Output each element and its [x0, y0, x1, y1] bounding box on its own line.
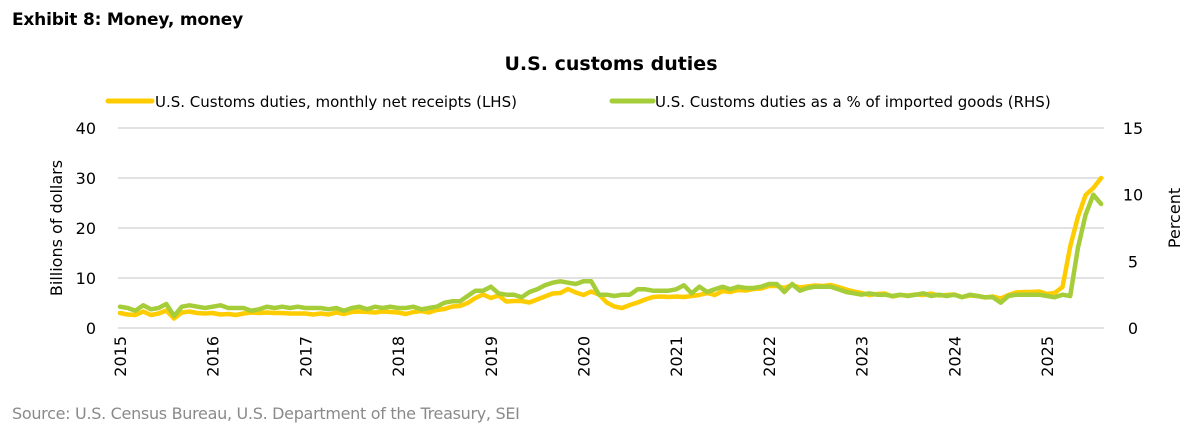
series-line-percent: [117, 192, 1104, 319]
legend-item-percent: U.S. Customs duties as a % of imported g…: [609, 93, 1051, 111]
chart-title: U.S. customs duties: [504, 53, 717, 75]
left-tick-label: 40: [76, 119, 96, 138]
left-tick-label: 20: [76, 219, 96, 238]
legend-label-receipts: U.S. Customs duties, monthly net receipt…: [155, 93, 517, 111]
x-axis-ticks: 2015 2016 2017 2018 2019 2020 2021 2022 2023 2024…: [111, 336, 1057, 377]
left-axis-title: Billions of dollars: [47, 160, 66, 296]
x-tick-label: 2016: [204, 336, 223, 377]
exhibit-title: Exhibit 8: Money, money: [12, 10, 243, 30]
left-tick-label: 10: [76, 269, 96, 288]
x-tick-label: 2022: [760, 336, 779, 377]
legend-item-receipts: U.S. Customs duties, monthly net receipt…: [105, 93, 517, 111]
right-tick-label: 5: [1128, 252, 1138, 271]
legend: U.S. Customs duties, monthly net receipt…: [105, 93, 1051, 111]
legend-label-percent: U.S. Customs duties as a % of imported g…: [655, 93, 1051, 111]
right-tick-label: 0: [1128, 319, 1138, 338]
x-tick-label: 2019: [482, 336, 501, 377]
x-tick-label: 2018: [389, 336, 408, 377]
x-tick-label: 2017: [296, 336, 315, 377]
gridlines: [118, 127, 1104, 329]
right-axis-ticks: 0 5 10 15: [1123, 119, 1143, 338]
series-lines: [117, 175, 1104, 321]
left-axis-ticks: 0 10 20 30 40: [76, 119, 96, 338]
right-tick-label: 10: [1123, 186, 1143, 205]
right-axis-title: Percent: [1165, 188, 1184, 248]
right-tick-label: 15: [1123, 119, 1143, 138]
x-tick-label: 2020: [575, 336, 594, 377]
x-tick-label: 2025: [1038, 336, 1057, 377]
left-tick-label: 0: [86, 319, 96, 338]
x-tick-label: 2024: [945, 336, 964, 377]
x-tick-label: 2023: [853, 336, 872, 377]
left-tick-label: 30: [76, 169, 96, 188]
source-note: Source: U.S. Census Bureau, U.S. Departm…: [12, 404, 520, 423]
x-tick-label: 2021: [667, 336, 686, 377]
x-tick-label: 2015: [111, 336, 130, 377]
